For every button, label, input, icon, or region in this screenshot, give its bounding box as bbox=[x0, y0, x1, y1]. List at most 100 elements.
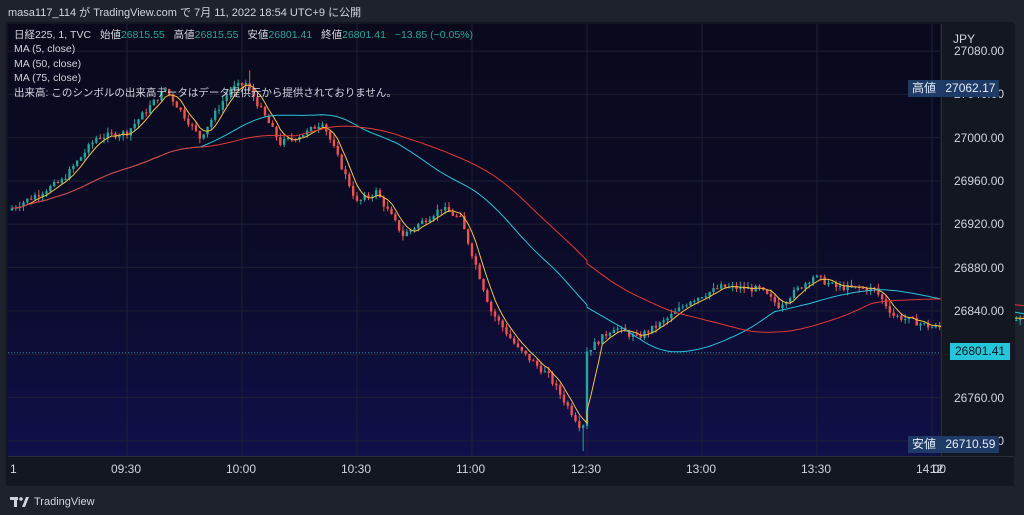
candle-body bbox=[601, 334, 604, 344]
candle-body bbox=[29, 198, 33, 200]
candle-body bbox=[604, 334, 608, 336]
candle-body bbox=[804, 283, 807, 289]
candle-body bbox=[551, 372, 554, 384]
candle-body bbox=[796, 287, 800, 290]
candle-body bbox=[451, 211, 455, 216]
candle-body bbox=[390, 208, 393, 215]
candle-body bbox=[773, 296, 777, 303]
candle-body bbox=[926, 323, 930, 328]
candle-body bbox=[309, 126, 313, 131]
candle-body bbox=[478, 264, 481, 280]
low-tag-value: 26710.59 bbox=[945, 437, 996, 451]
candle-body bbox=[344, 169, 347, 175]
candle-body bbox=[861, 287, 865, 289]
candle-body bbox=[696, 297, 700, 301]
candle-body bbox=[723, 284, 727, 288]
candle-body bbox=[524, 350, 527, 354]
candle-body bbox=[217, 109, 221, 111]
ma5-line bbox=[11, 84, 1024, 425]
candle-body bbox=[432, 216, 435, 220]
candle-body bbox=[539, 365, 543, 373]
low-price-tag: 安値 26710.59 bbox=[908, 436, 1000, 453]
candle-body bbox=[144, 112, 148, 114]
candle-body bbox=[355, 195, 359, 201]
candle-body bbox=[616, 328, 619, 330]
candle-body bbox=[98, 138, 102, 140]
candle-body bbox=[612, 329, 616, 334]
high-value: 26815.55 bbox=[194, 29, 239, 41]
candle-body bbox=[378, 190, 382, 198]
candle-body bbox=[248, 83, 251, 89]
candle-body bbox=[558, 385, 562, 395]
candle-body bbox=[631, 334, 635, 337]
candles bbox=[10, 70, 1024, 452]
candle-body bbox=[708, 291, 711, 297]
brand-label: TradingView bbox=[34, 496, 95, 508]
candle-body bbox=[52, 182, 56, 187]
candle-body bbox=[919, 323, 922, 326]
candle-body bbox=[474, 256, 478, 265]
candle-body bbox=[206, 126, 209, 135]
candle-body bbox=[585, 351, 589, 426]
time-axis[interactable] bbox=[8, 456, 1014, 487]
time-tick: 11:00 bbox=[456, 462, 486, 476]
candle-body bbox=[72, 165, 75, 169]
candle-body bbox=[187, 118, 190, 125]
candle-body bbox=[509, 334, 512, 339]
candle-body bbox=[236, 83, 240, 86]
ohlc-row: 日経225, 1, TVC 始値26815.55 高値26815.55 安値26… bbox=[14, 28, 473, 42]
candle-body bbox=[282, 138, 286, 145]
last-price-value: 26801.41 bbox=[955, 344, 1006, 358]
candle-body bbox=[198, 130, 202, 139]
candle-body bbox=[409, 229, 412, 232]
candle-body bbox=[68, 168, 71, 179]
candle-body bbox=[252, 88, 255, 98]
candle-body bbox=[183, 109, 186, 119]
candle-body bbox=[10, 208, 14, 211]
candle-body bbox=[95, 138, 98, 143]
candle-body bbox=[750, 287, 754, 292]
indicator-ma5[interactable]: MA (5, close) bbox=[14, 43, 76, 56]
candle-body bbox=[221, 101, 225, 110]
price-tick: 26760.00 bbox=[954, 390, 1005, 405]
candle-body bbox=[336, 145, 340, 155]
indicator-ma75[interactable]: MA (75, close) bbox=[14, 72, 82, 85]
candle-body bbox=[589, 349, 593, 352]
candle-body bbox=[470, 243, 474, 257]
candle-body bbox=[240, 83, 244, 86]
candle-body bbox=[424, 220, 428, 223]
candle-body bbox=[110, 132, 113, 134]
candle-body bbox=[401, 230, 405, 237]
candle-body bbox=[811, 277, 815, 283]
candle-body bbox=[459, 215, 462, 217]
price-tick: 26840.00 bbox=[954, 303, 1005, 318]
high-price-tag: 高値 27062.17 bbox=[908, 80, 1000, 97]
currency-label[interactable]: JPY bbox=[953, 32, 976, 46]
candle-body bbox=[838, 285, 842, 288]
candle-body bbox=[440, 209, 443, 211]
candle-body bbox=[259, 106, 263, 108]
indicator-ma50[interactable]: MA (50, close) bbox=[14, 57, 82, 70]
candle-body bbox=[850, 284, 853, 287]
candle-body bbox=[900, 315, 903, 320]
candle-body bbox=[202, 134, 205, 139]
tradingview-logo-icon bbox=[10, 497, 29, 507]
candle-body bbox=[394, 214, 397, 221]
candle-body bbox=[229, 89, 232, 96]
chart-plot-area[interactable] bbox=[8, 24, 940, 456]
candle-body bbox=[555, 383, 558, 386]
candle-body bbox=[769, 293, 773, 297]
candle-body bbox=[528, 353, 531, 361]
candle-body bbox=[892, 312, 895, 316]
candle-body bbox=[635, 334, 639, 336]
candle-body bbox=[865, 288, 869, 292]
candle-body bbox=[562, 394, 566, 403]
candle-body bbox=[83, 152, 87, 158]
candle-body bbox=[367, 195, 370, 198]
candle-body bbox=[930, 327, 934, 329]
candle-body bbox=[597, 341, 600, 344]
candle-body bbox=[256, 97, 259, 107]
time-tick: 09:30 bbox=[111, 462, 142, 476]
candle-body bbox=[56, 182, 60, 184]
tradingview-brand[interactable]: TradingView bbox=[10, 496, 95, 508]
